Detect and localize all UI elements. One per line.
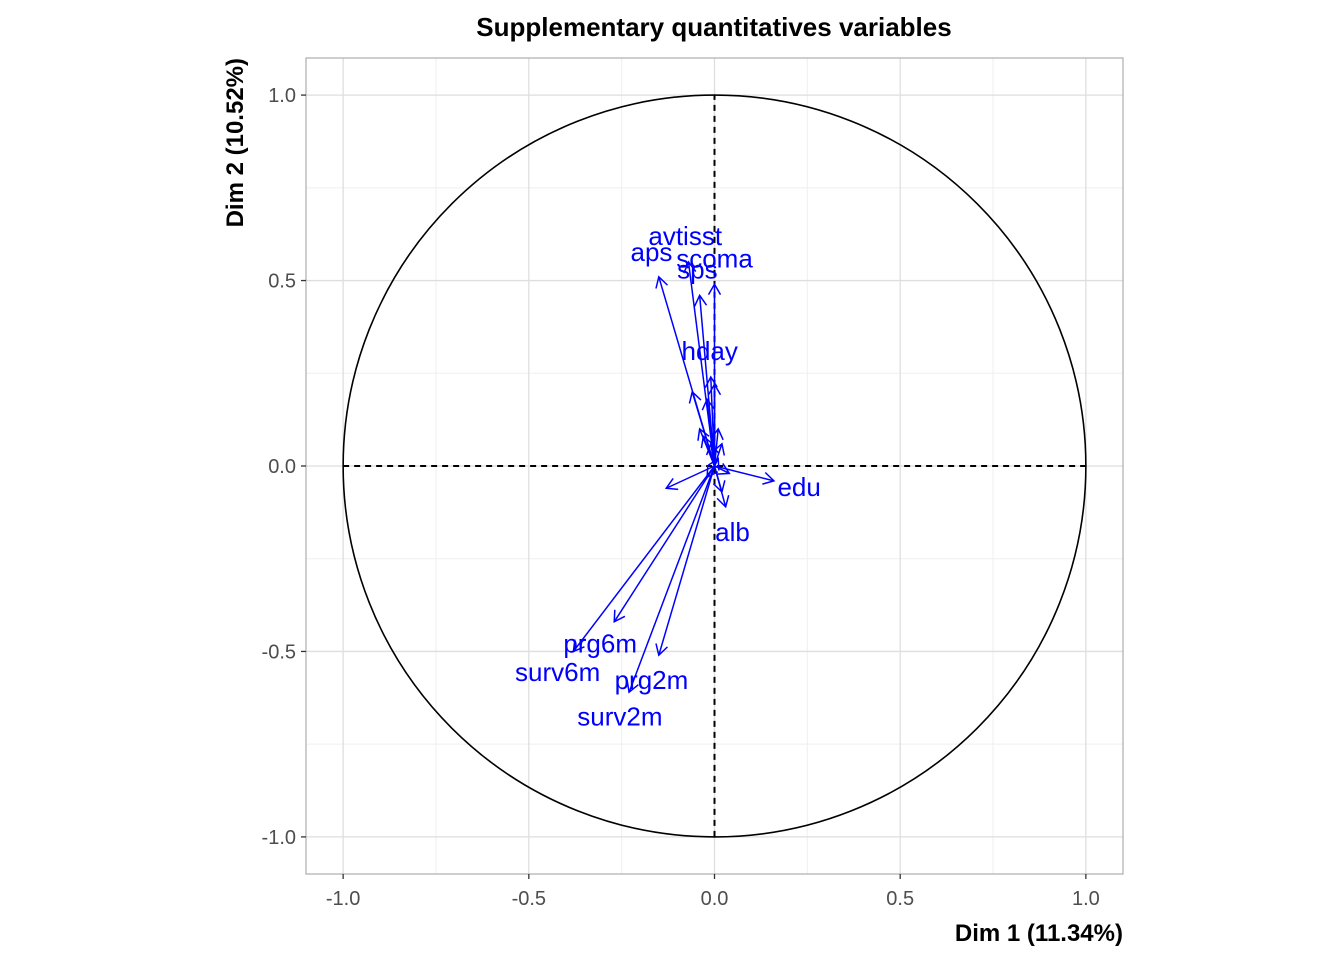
arrow-shaft [572,465,716,652]
arrow-head [655,643,669,657]
arrow-head [705,442,719,456]
arrow-head [704,375,718,388]
arrow-head [707,282,722,296]
variable-label-scoma: scoma [676,243,753,273]
arrow-head [613,609,626,624]
x-tick-label: 0.0 [701,888,729,910]
arrow-prg2m [655,465,716,657]
variable-label-prg6m: prg6m [563,629,637,659]
y-tick-label: -0.5 [262,641,296,663]
axis-layer: -1.0 -0.5 0.0 0.5 1.0 -1.0 -0.5 0.0 0.5 1.0 [262,85,1100,910]
arrow-head [664,478,679,491]
y-tick-label: 0.5 [268,271,296,293]
x-axis-title: Dim 1 (11.34%) [955,920,1123,947]
arrow-head [762,471,776,485]
arrow-head [683,260,697,274]
arrow-head [572,639,585,653]
arrow-shaft [698,295,716,467]
variable-label-avtisst: avtisst [648,221,722,251]
x-tick-label: 0.5 [886,888,914,910]
arrow-shaft [658,465,716,656]
variable-label-surv6m: surv6m [515,657,600,687]
arrow-head [693,293,708,307]
variable-label-edu: edu [777,472,820,502]
arrow-hday [704,375,718,467]
unit-circle-layer [342,94,1087,838]
arrow-shaft [613,465,716,623]
arrow-head [717,462,731,475]
arrow-avtisst [683,260,716,467]
arrow-shaft [713,465,727,507]
arrow-shaft [714,465,775,482]
variable-label-sps: sps [677,254,717,284]
arrow-shaft [687,261,716,467]
arrow-head [716,495,730,509]
arrow-head [655,275,669,289]
arrow-unlabeled [664,465,715,491]
arrow-head [700,434,714,449]
x-tick-label: -0.5 [512,888,546,910]
chart-title: Supplementary quantitatives variables [476,12,951,42]
arrow-surv6m [572,465,716,653]
x-tick-label: -1.0 [326,888,360,910]
arrow-shaft [658,276,716,467]
arrow-head [626,680,639,694]
variable-label-aps: aps [630,237,672,267]
arrow-shaft [665,465,715,489]
variable-label-hday: hday [682,336,738,366]
arrow-surv2m [626,465,716,694]
arrow-alb [713,465,730,509]
x-tick-label: 1.0 [1072,888,1100,910]
arrow-aps [655,275,716,467]
y-tick-label: 0.0 [268,456,296,478]
arrow-layer [572,260,776,694]
arrow-scoma [707,282,722,466]
variable-label-prg2m: prg2m [615,665,689,695]
arrow-edu [714,465,776,485]
arrow-shaft [628,465,716,693]
variable-label-surv2m: surv2m [577,702,662,732]
y-axis-title: Dim 2 (10.52%) [222,58,249,227]
arrow-shaft [710,376,716,467]
arrow-sps [693,293,716,467]
variable-label-alb: alb [715,517,750,547]
arrow-prg6m [613,465,716,624]
y-tick-label: -1.0 [262,827,296,849]
y-tick-label: 1.0 [268,85,296,107]
arrow-head [697,427,710,441]
